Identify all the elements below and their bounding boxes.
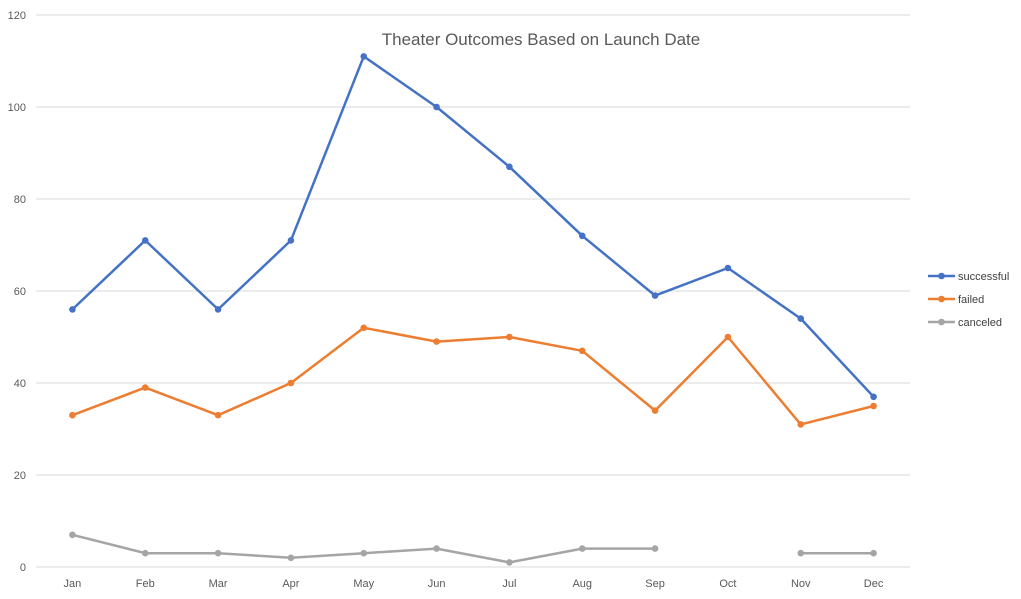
chart-title: Theater Outcomes Based on Launch Date xyxy=(382,30,700,49)
data-point-successful xyxy=(287,237,295,244)
series-lines xyxy=(69,53,877,566)
data-point-canceled xyxy=(287,554,295,562)
data-point-successful xyxy=(578,232,586,240)
data-point-failed xyxy=(651,407,659,414)
data-point-canceled xyxy=(506,559,513,566)
x-tick-label: Dec xyxy=(864,578,884,590)
data-point-canceled xyxy=(360,549,368,557)
x-tick-label: Jun xyxy=(428,578,446,590)
data-point-failed xyxy=(870,402,877,410)
series-line-canceled xyxy=(72,533,656,564)
y-tick-label: 100 xyxy=(8,102,26,114)
x-tick-label: Jul xyxy=(502,578,516,590)
legend-swatch-marker xyxy=(938,318,945,326)
data-point-successful xyxy=(651,292,659,299)
data-point-canceled xyxy=(214,549,222,557)
y-axis-tick-labels: 0 20 40 60 80 100 120 xyxy=(8,10,26,574)
data-point-failed xyxy=(724,333,732,341)
data-point-successful xyxy=(141,237,149,244)
data-point-failed xyxy=(141,384,149,391)
x-axis-tick-labels: Jan Feb Mar Apr May Jun Jul Aug Sep Oct Nov Dec xyxy=(64,578,884,590)
x-tick-label: Nov xyxy=(791,578,811,590)
series-line-successful xyxy=(71,55,875,398)
series-line-failed xyxy=(71,326,874,426)
y-tick-label: 60 xyxy=(14,286,26,298)
legend-swatch-marker xyxy=(938,295,945,303)
x-tick-label: Jan xyxy=(64,578,82,590)
data-point-successful xyxy=(870,393,877,401)
data-point-successful xyxy=(69,306,76,313)
data-point-failed xyxy=(578,347,586,355)
x-tick-label: Feb xyxy=(136,578,155,590)
legend-item-failed: failed xyxy=(928,294,984,306)
gridlines xyxy=(36,14,910,568)
data-point-successful xyxy=(506,163,513,171)
data-point-canceled xyxy=(433,545,440,552)
data-point-successful xyxy=(797,315,805,322)
y-tick-label: 120 xyxy=(8,10,26,22)
legend-label: failed xyxy=(958,294,984,306)
data-point-canceled xyxy=(141,549,149,557)
data-point-failed xyxy=(433,338,440,345)
data-point-failed xyxy=(360,324,368,332)
legend-item-canceled: canceled xyxy=(928,317,1002,329)
data-point-successful xyxy=(433,103,440,111)
legend-item-successful: successful xyxy=(928,271,1009,283)
data-point-canceled xyxy=(870,549,877,557)
x-tick-label: Oct xyxy=(719,578,736,590)
legend-swatch-marker xyxy=(938,272,945,280)
x-tick-label: Apr xyxy=(282,578,299,590)
data-point-canceled xyxy=(578,545,586,552)
data-point-successful xyxy=(724,264,732,272)
data-point-failed xyxy=(214,411,222,419)
legend-label: canceled xyxy=(958,317,1002,329)
data-point-canceled xyxy=(797,549,805,557)
data-point-failed xyxy=(287,379,295,387)
y-tick-label: 0 xyxy=(20,562,26,574)
legend-label: successful xyxy=(958,271,1009,283)
y-tick-label: 40 xyxy=(14,378,26,390)
data-point-failed xyxy=(506,333,513,341)
x-tick-label: Sep xyxy=(645,578,665,590)
x-tick-label: Mar xyxy=(209,578,228,590)
data-point-canceled xyxy=(69,531,76,539)
series-failed xyxy=(69,324,877,428)
data-point-successful xyxy=(360,53,368,60)
series-canceled xyxy=(69,531,877,566)
series-successful xyxy=(69,53,877,401)
y-tick-label: 80 xyxy=(14,194,26,206)
legend: successful failed canceled xyxy=(928,271,1009,329)
x-tick-label: May xyxy=(353,578,374,590)
y-tick-label: 20 xyxy=(14,470,26,482)
data-point-canceled xyxy=(651,545,659,552)
x-tick-label: Aug xyxy=(572,578,592,590)
data-point-successful xyxy=(214,306,222,313)
data-point-failed xyxy=(797,421,805,428)
data-point-failed xyxy=(69,411,76,419)
